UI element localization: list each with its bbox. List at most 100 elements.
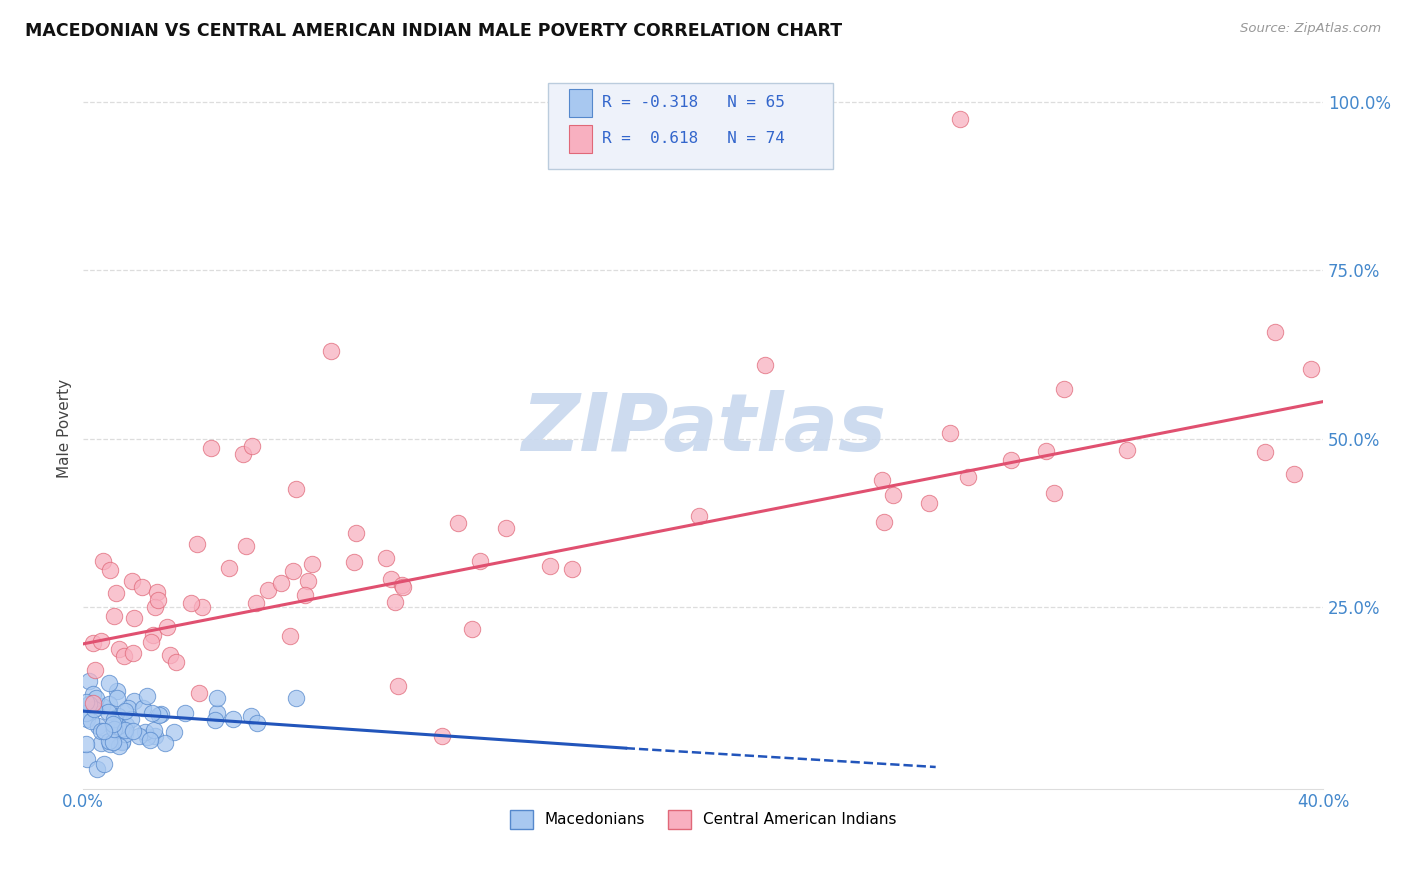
Point [207, 706, 229, 721]
Point [146, 592, 169, 607]
Point [84, 700, 107, 714]
Point [143, 599, 166, 614]
Point [110, 723, 132, 737]
Point [121, 574, 143, 589]
Point [270, 576, 292, 591]
Point [97, 698, 120, 712]
Point [142, 628, 165, 642]
Point [82, 687, 104, 701]
Point [1115, 443, 1137, 458]
Point [98, 676, 121, 690]
Point [232, 447, 254, 461]
Point [391, 578, 413, 592]
Point [1053, 382, 1076, 396]
Point [173, 706, 195, 720]
Point [297, 574, 319, 588]
Point [461, 622, 484, 636]
Point [754, 358, 776, 372]
Point [374, 550, 396, 565]
Point [134, 724, 156, 739]
Point [149, 706, 172, 721]
Point [495, 521, 517, 535]
Point [148, 707, 170, 722]
Text: Source: ZipAtlas.com: Source: ZipAtlas.com [1240, 22, 1381, 36]
Point [131, 580, 153, 594]
Point [218, 561, 240, 575]
Point [90, 736, 112, 750]
Point [83, 702, 105, 716]
Point [191, 599, 214, 614]
Point [187, 686, 209, 700]
Point [156, 620, 179, 634]
Point [107, 709, 129, 723]
Text: R =  0.618   N = 74: R = 0.618 N = 74 [602, 131, 785, 146]
Point [143, 723, 166, 738]
Point [76, 712, 98, 726]
Text: R = -0.318   N = 65: R = -0.318 N = 65 [602, 95, 785, 110]
Point [281, 564, 304, 578]
Point [1035, 444, 1057, 458]
Point [344, 525, 367, 540]
Point [103, 712, 125, 726]
Point [98, 734, 121, 748]
Point [124, 694, 146, 708]
Point [1264, 325, 1286, 339]
Point [93, 757, 115, 772]
Point [105, 585, 128, 599]
Point [872, 474, 894, 488]
Point [447, 516, 470, 530]
Point [80, 714, 103, 728]
FancyBboxPatch shape [548, 83, 834, 169]
Point [1299, 362, 1322, 376]
Text: ZIPatlas: ZIPatlas [520, 390, 886, 467]
Point [186, 537, 208, 551]
Point [257, 582, 280, 597]
Point [82, 696, 104, 710]
Point [87, 719, 110, 733]
Point [90, 724, 112, 739]
Point [122, 646, 145, 660]
Point [103, 717, 125, 731]
Point [120, 712, 142, 726]
Point [76, 752, 98, 766]
Point [84, 690, 107, 705]
Point [90, 634, 112, 648]
Point [245, 596, 267, 610]
Point [141, 706, 163, 720]
Point [1254, 445, 1277, 459]
Point [114, 704, 136, 718]
Point [384, 594, 406, 608]
Point [240, 439, 263, 453]
Point [391, 580, 413, 594]
Point [1284, 467, 1306, 482]
Point [918, 496, 941, 510]
Point [86, 763, 108, 777]
Point [98, 737, 121, 751]
Point [122, 611, 145, 625]
Point [468, 554, 491, 568]
Point [159, 648, 181, 662]
Point [79, 673, 101, 688]
Point [128, 729, 150, 743]
Point [1000, 453, 1022, 467]
Point [956, 470, 979, 484]
Point [239, 708, 262, 723]
Point [205, 691, 228, 706]
Point [143, 729, 166, 743]
Point [136, 689, 159, 703]
Point [561, 562, 583, 576]
Point [108, 641, 131, 656]
Point [82, 636, 104, 650]
Point [139, 733, 162, 747]
Point [75, 695, 97, 709]
Point [285, 690, 308, 705]
Point [98, 563, 121, 577]
Point [285, 483, 308, 497]
Point [873, 516, 896, 530]
Point [387, 679, 409, 693]
Point [122, 724, 145, 739]
Point [204, 713, 226, 727]
Point [343, 555, 366, 569]
Point [278, 629, 301, 643]
Point [115, 718, 138, 732]
